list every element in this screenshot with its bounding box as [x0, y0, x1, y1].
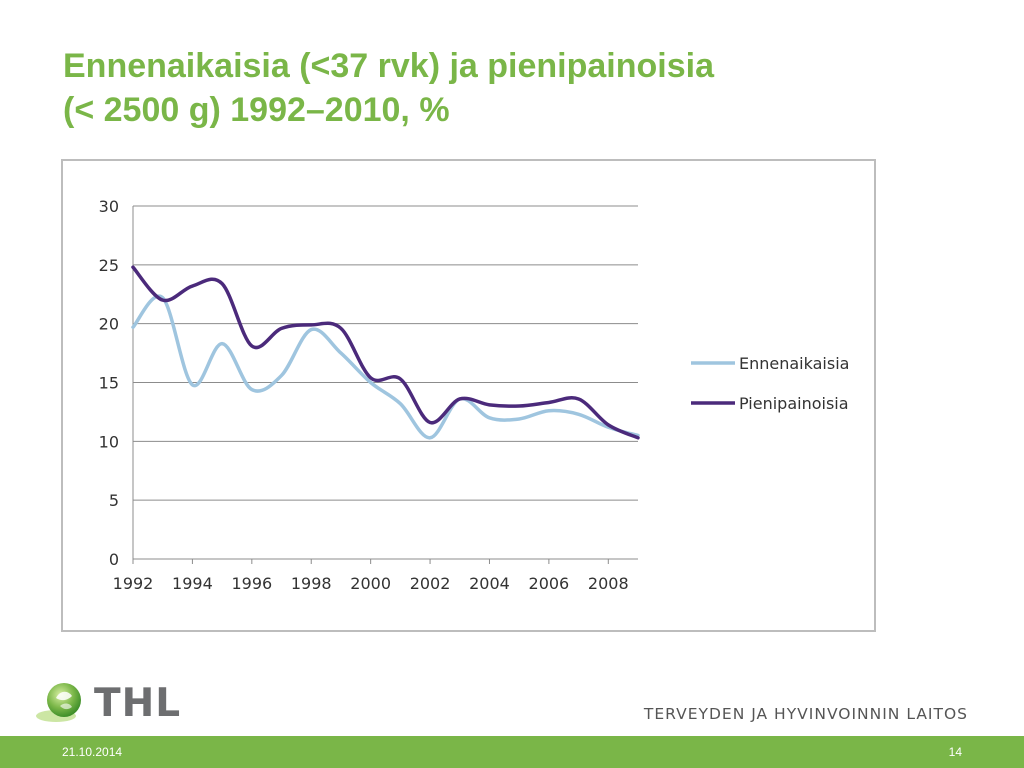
y-tick-label: 25 [99, 256, 119, 275]
y-tick-label: 0 [109, 550, 119, 569]
x-tick-label: 2008 [588, 574, 629, 593]
line-chart: 0 5 10 15 20 25 30 1992 1994 1996 1998 2000 2002 2004… [99, 197, 850, 593]
series-line-pienipainoisia [131, 265, 640, 440]
legend-label: Ennenaikaisia [739, 354, 849, 373]
y-tick-label: 5 [109, 491, 119, 510]
title-line-2: (< 2500 g) 1992–2010, % [63, 91, 450, 129]
footer-bar: 21.10.2014 14 [0, 736, 1024, 768]
y-tick-label: 10 [99, 432, 119, 451]
chart-frame: 0 5 10 15 20 25 30 1992 1994 1996 1998 2000 2002 2004… [61, 159, 876, 632]
x-tick-label: 2002 [410, 574, 451, 593]
y-tick-label: 30 [99, 197, 119, 216]
x-tick-label: 2006 [529, 574, 570, 593]
thl-logo: THL [34, 676, 180, 726]
organization-name: TERVEYDEN JA HYVINVOINNIN LAITOS [643, 705, 968, 723]
x-tick-label: 1996 [231, 574, 272, 593]
logo-text: THL [94, 681, 182, 726]
x-tick-label: 1994 [172, 574, 213, 593]
y-tick-label: 20 [99, 315, 119, 334]
legend-label: Pienipainoisia [739, 394, 849, 413]
x-tick-label: 2000 [350, 574, 391, 593]
footer-date: 21.10.2014 [62, 745, 123, 759]
page-number: 14 [948, 745, 962, 759]
x-tick-label: 2004 [469, 574, 510, 593]
series-line-ennenaikaisia [131, 294, 640, 440]
title-line-1: Ennenaikaisia (<37 rvk) ja pienipainoisi… [63, 47, 714, 85]
y-tick-label: 15 [99, 374, 119, 393]
slide-title: Ennenaikaisia (<37 rvk) ja pienipainoisi… [63, 44, 963, 132]
x-tick-label: 1998 [291, 574, 332, 593]
leaf-logo-icon [36, 683, 81, 722]
x-tick-label: 1992 [113, 574, 154, 593]
